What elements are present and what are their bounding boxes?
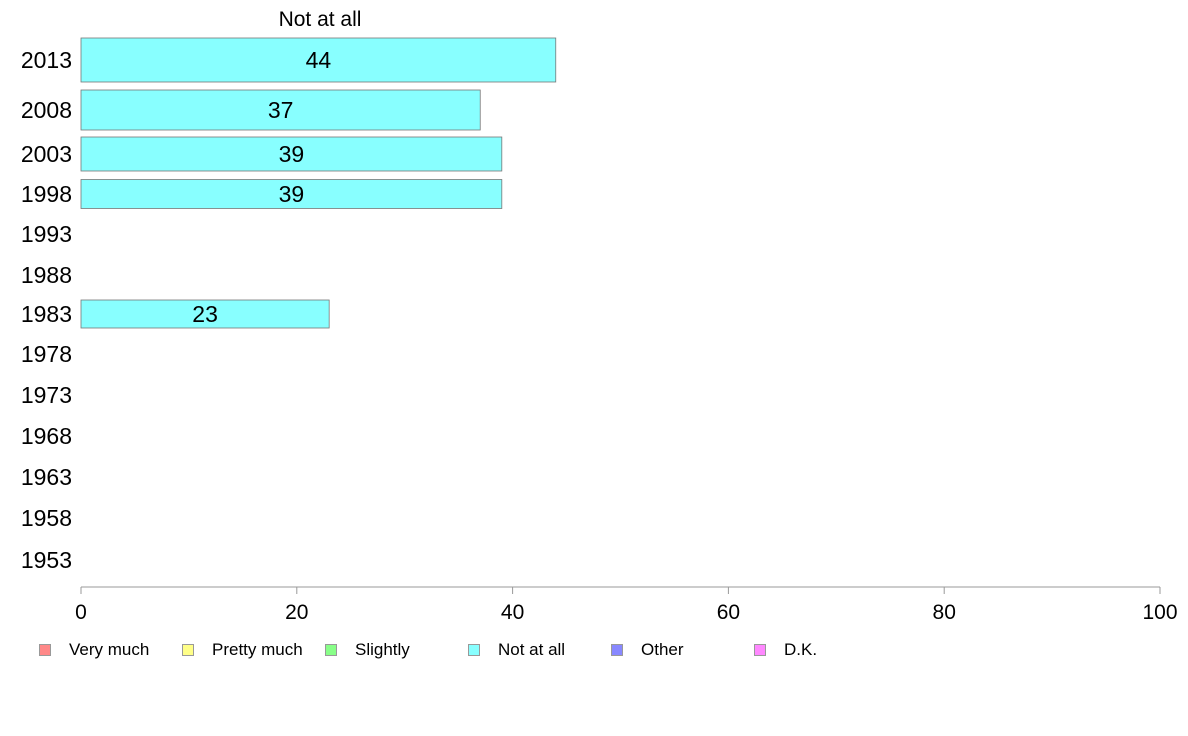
bar — [80, 179, 503, 209]
x-tick-label: 80 — [933, 601, 956, 624]
x-tick-label: 0 — [75, 601, 87, 624]
y-tick-label: 1988 — [21, 262, 72, 288]
legend-label: Not at all — [498, 640, 566, 659]
legend-item: Very much — [39, 638, 149, 662]
y-axis-labels: 2013 2008 2003 1998 1993 1988 1983 1978 1973 1968… — [21, 47, 72, 573]
bars — [80, 37, 557, 329]
y-tick-label: 1973 — [21, 382, 72, 408]
bar-value-label: 23 — [192, 301, 218, 327]
legend-item: D.K. — [754, 638, 817, 662]
legend-item: Not at all — [468, 638, 565, 662]
legend-label: Pretty much — [212, 640, 303, 659]
legend-swatch — [611, 644, 623, 656]
y-tick-label: 1958 — [21, 505, 72, 531]
bar-value-label: 44 — [306, 47, 332, 73]
y-tick-label: 1983 — [21, 301, 72, 327]
bar — [80, 299, 330, 329]
legend-label: Slightly — [355, 640, 410, 659]
bar — [80, 89, 481, 131]
bar-chart: Not at all 2013 2008 2003 1998 1993 1988 1983 1… — [21, 8, 1178, 624]
bar-value-label: 39 — [279, 141, 305, 167]
legend-label: Very much — [69, 640, 150, 659]
y-tick-label: 1998 — [21, 181, 72, 207]
bar — [80, 37, 557, 83]
y-tick-label: 1963 — [21, 464, 72, 490]
y-tick-label: 1953 — [21, 547, 72, 573]
legend-swatch — [468, 644, 480, 656]
legend: Very much Pretty much Slightly Not at al… — [0, 638, 1188, 662]
legend-item: Other — [611, 638, 684, 662]
legend-item: Slightly — [325, 638, 410, 662]
y-tick-label: 2003 — [21, 141, 72, 167]
bar-value-label: 39 — [279, 181, 305, 207]
legend-label: Other — [641, 640, 684, 659]
legend-swatch — [39, 644, 51, 656]
y-tick-label: 2013 — [21, 47, 72, 73]
x-tick-label: 60 — [717, 601, 740, 624]
y-tick-label: 2008 — [21, 97, 72, 123]
legend-label: D.K. — [784, 640, 818, 659]
bar-data-labels: 44 37 39 39 23 — [192, 47, 331, 327]
y-tick-label: 1978 — [21, 341, 72, 367]
legend-swatch — [754, 644, 766, 656]
x-tick-label: 40 — [501, 601, 524, 624]
legend-swatch — [325, 644, 337, 656]
panel-title: Not at all — [279, 8, 362, 31]
bar — [80, 136, 503, 172]
x-tick-label: 20 — [285, 601, 308, 624]
x-axis-ticks: 0 20 40 60 80 100 — [75, 587, 1178, 624]
x-tick-label: 100 — [1142, 601, 1177, 624]
y-tick-label: 1968 — [21, 423, 72, 449]
y-tick-label: 1993 — [21, 221, 72, 247]
bar-value-label: 37 — [268, 97, 294, 123]
legend-swatch — [182, 644, 194, 656]
legend-item: Pretty much — [182, 638, 303, 662]
